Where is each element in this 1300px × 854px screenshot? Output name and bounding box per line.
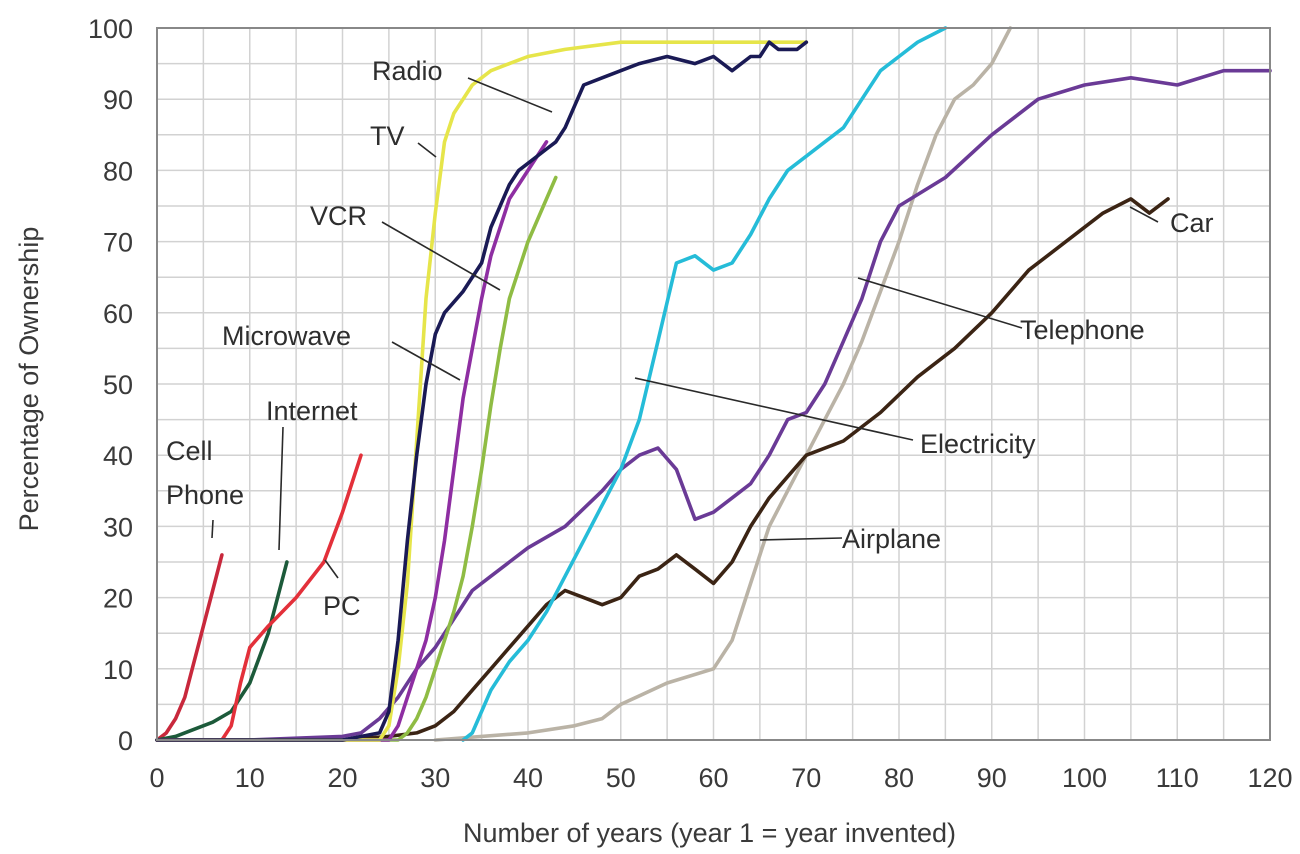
x-tick-label: 30	[420, 763, 450, 793]
y-tick-label: 50	[103, 370, 133, 400]
label-leader-line	[324, 559, 339, 579]
label-leader-line	[211, 519, 214, 539]
telephone-series-label: Telephone	[1020, 315, 1145, 345]
y-tick-label: 0	[118, 726, 133, 756]
telephone-series-line	[155, 68, 1272, 742]
car-series-line	[155, 197, 1170, 742]
x-tick-label: 50	[606, 763, 636, 793]
y-tick-label: 40	[103, 441, 133, 471]
cell-phone-series-label: Cell	[166, 436, 213, 466]
y-axis-title: Percentage of Ownership	[14, 227, 44, 532]
label-leader-line	[1129, 206, 1159, 223]
label-leader-line	[417, 142, 437, 158]
internet-series-label: Internet	[266, 396, 358, 426]
x-tick-label: 0	[149, 763, 164, 793]
microwave-series-label: Microwave	[222, 321, 351, 351]
x-tick-label: 80	[884, 763, 914, 793]
y-tick-label: 90	[103, 85, 133, 115]
series-lines	[155, 26, 1272, 742]
airplane-series-label: Airplane	[842, 524, 941, 554]
x-axis-title: Number of years (year 1 = year invented)	[463, 818, 956, 848]
label-leader-line	[857, 277, 1023, 329]
tv-series-line	[155, 40, 809, 742]
internet-series-line	[155, 560, 289, 742]
y-tick-label: 70	[103, 228, 133, 258]
electricity-series-line	[461, 26, 948, 742]
vcr-series-line	[155, 140, 549, 742]
y-tick-label: 100	[88, 14, 133, 44]
plot-frame	[156, 27, 1271, 741]
vcr-series-label: VCR	[310, 201, 367, 231]
y-tick-label: 20	[103, 584, 133, 614]
radio-series-line	[155, 40, 809, 742]
x-tick-labels: 0 10 20 30 40 50 60 70 80 90 100 110 120	[149, 763, 1292, 793]
car-series-label: Car	[1170, 208, 1214, 238]
series-labels: Cell Phone Internet PC TV Radio VCR Microwave El…	[166, 56, 1214, 621]
label-leader-line	[759, 537, 843, 541]
x-tick-label: 120	[1247, 763, 1292, 793]
pc-series-line	[155, 453, 363, 742]
cell-phone-series-label: Phone	[166, 480, 244, 510]
pc-series-label: PC	[323, 591, 361, 621]
x-tick-label: 60	[698, 763, 728, 793]
x-tick-label: 90	[977, 763, 1007, 793]
x-tick-label: 110	[1156, 763, 1199, 793]
x-tick-label: 40	[513, 763, 543, 793]
label-leader-line	[278, 426, 284, 551]
electricity-series-label: Electricity	[920, 429, 1036, 459]
x-tick-label: 20	[327, 763, 357, 793]
y-tick-label: 80	[103, 156, 133, 186]
label-leader-lines	[211, 77, 1159, 579]
microwave-series-line	[155, 175, 558, 742]
y-tick-label: 10	[103, 655, 133, 685]
x-tick-label: 100	[1062, 763, 1107, 793]
x-tick-label: 70	[791, 763, 821, 793]
grid	[157, 28, 1270, 740]
tv-series-label: TV	[370, 121, 405, 151]
label-leader-line	[467, 77, 553, 113]
x-tick-label: 10	[235, 763, 265, 793]
label-leader-line	[381, 221, 501, 291]
cell-phone-series-line	[155, 553, 224, 742]
label-leader-line	[634, 377, 914, 441]
y-tick-labels: 0 10 20 30 40 50 60 70 80 90 100	[88, 14, 133, 756]
y-tick-label: 60	[103, 299, 133, 329]
radio-series-label: Radio	[372, 56, 443, 86]
y-tick-label: 30	[103, 512, 133, 542]
label-leader-line	[391, 341, 461, 381]
